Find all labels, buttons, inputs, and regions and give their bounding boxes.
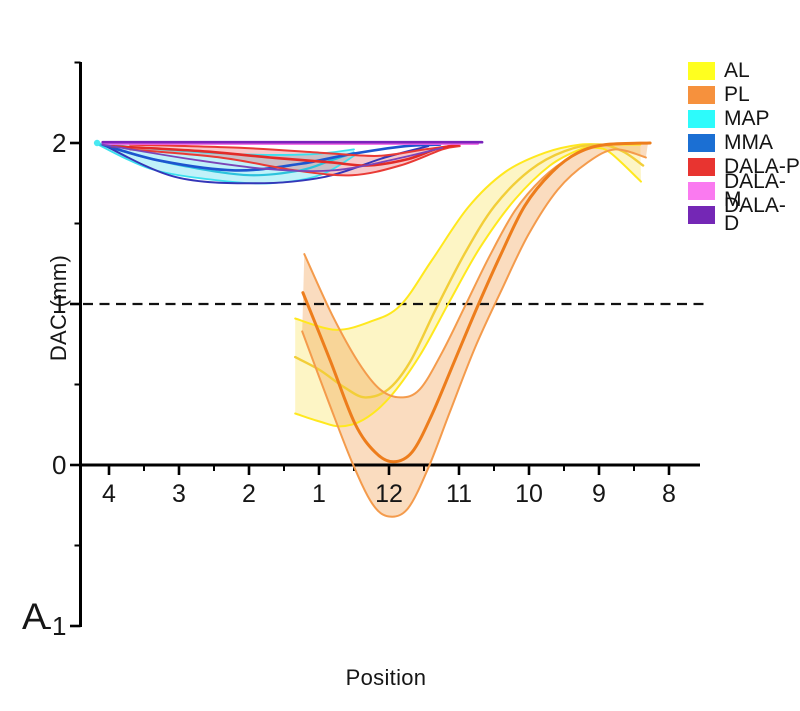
legend-label: PL — [724, 83, 750, 106]
legend-swatch-DALA-M — [688, 182, 715, 200]
x-tick-label: 10 — [515, 480, 543, 508]
y-tick-label: 2 — [52, 128, 66, 158]
legend: AL PL MAP MMA DALA-P DALA-M DALA-D — [688, 59, 800, 234]
legend-label: MAP — [724, 107, 770, 130]
series-PL-upper-edge — [303, 142, 649, 399]
x-tick-label: 11 — [446, 480, 472, 508]
series-MMA-center — [101, 143, 442, 172]
legend-label: DALA-P — [724, 155, 800, 178]
legend-swatch-AL — [688, 62, 715, 80]
legend-item-DALA-M: DALA-M — [688, 171, 800, 210]
y-axis-title: DAC (mm) — [46, 254, 72, 362]
x-tick-label: 9 — [592, 480, 606, 508]
legend-swatch-DALA-P — [688, 158, 715, 176]
legend-label: AL — [724, 59, 750, 82]
x-axis-title: Position — [345, 665, 427, 690]
legend-label: DALA-D — [724, 194, 786, 235]
series-DALA-P-lower-edge — [129, 145, 461, 177]
y-tick-label: -1 — [43, 611, 66, 641]
series-MMA-lower-edge — [101, 143, 430, 185]
legend-swatch-MAP — [688, 110, 715, 128]
x-tick-label: 3 — [172, 480, 186, 508]
legend-item-PL: PL — [688, 83, 800, 106]
series-PL-lower-edge — [301, 148, 647, 518]
panel-label: A — [22, 596, 47, 637]
series-PL-center — [301, 141, 652, 464]
x-tick-label: 2 — [242, 480, 256, 508]
legend-item-DALA-P: DALA-P — [688, 155, 800, 178]
x-tick-label: 12 — [375, 480, 403, 508]
map-start-marker — [93, 139, 101, 147]
series-AL-band — [295, 144, 641, 427]
series-DALA-D-lower-edge — [101, 143, 444, 172]
legend-swatch-DALA-D — [688, 206, 715, 224]
series-DALA-P-upper-edge — [129, 143, 461, 157]
legend-item-DALA-D: DALA-D — [688, 195, 800, 234]
legend-label: MMA — [724, 131, 773, 154]
legend-item-MMA: MMA — [688, 131, 800, 154]
y-tick-label: 1 — [52, 289, 66, 319]
legend-item-MAP: MAP — [688, 107, 800, 130]
legend-item-AL: AL — [688, 59, 800, 82]
legend-swatch-MMA — [688, 134, 715, 152]
series-PL-band — [302, 143, 648, 517]
y-tick-label: 0 — [52, 450, 66, 480]
x-tick-label: 8 — [662, 480, 676, 508]
legend-label: DALA-M — [724, 170, 786, 211]
x-tick-label: 4 — [102, 480, 116, 508]
legend-swatch-PL — [688, 86, 715, 104]
series-AL-center — [294, 143, 645, 399]
x-tick-label: 1 — [312, 480, 326, 508]
